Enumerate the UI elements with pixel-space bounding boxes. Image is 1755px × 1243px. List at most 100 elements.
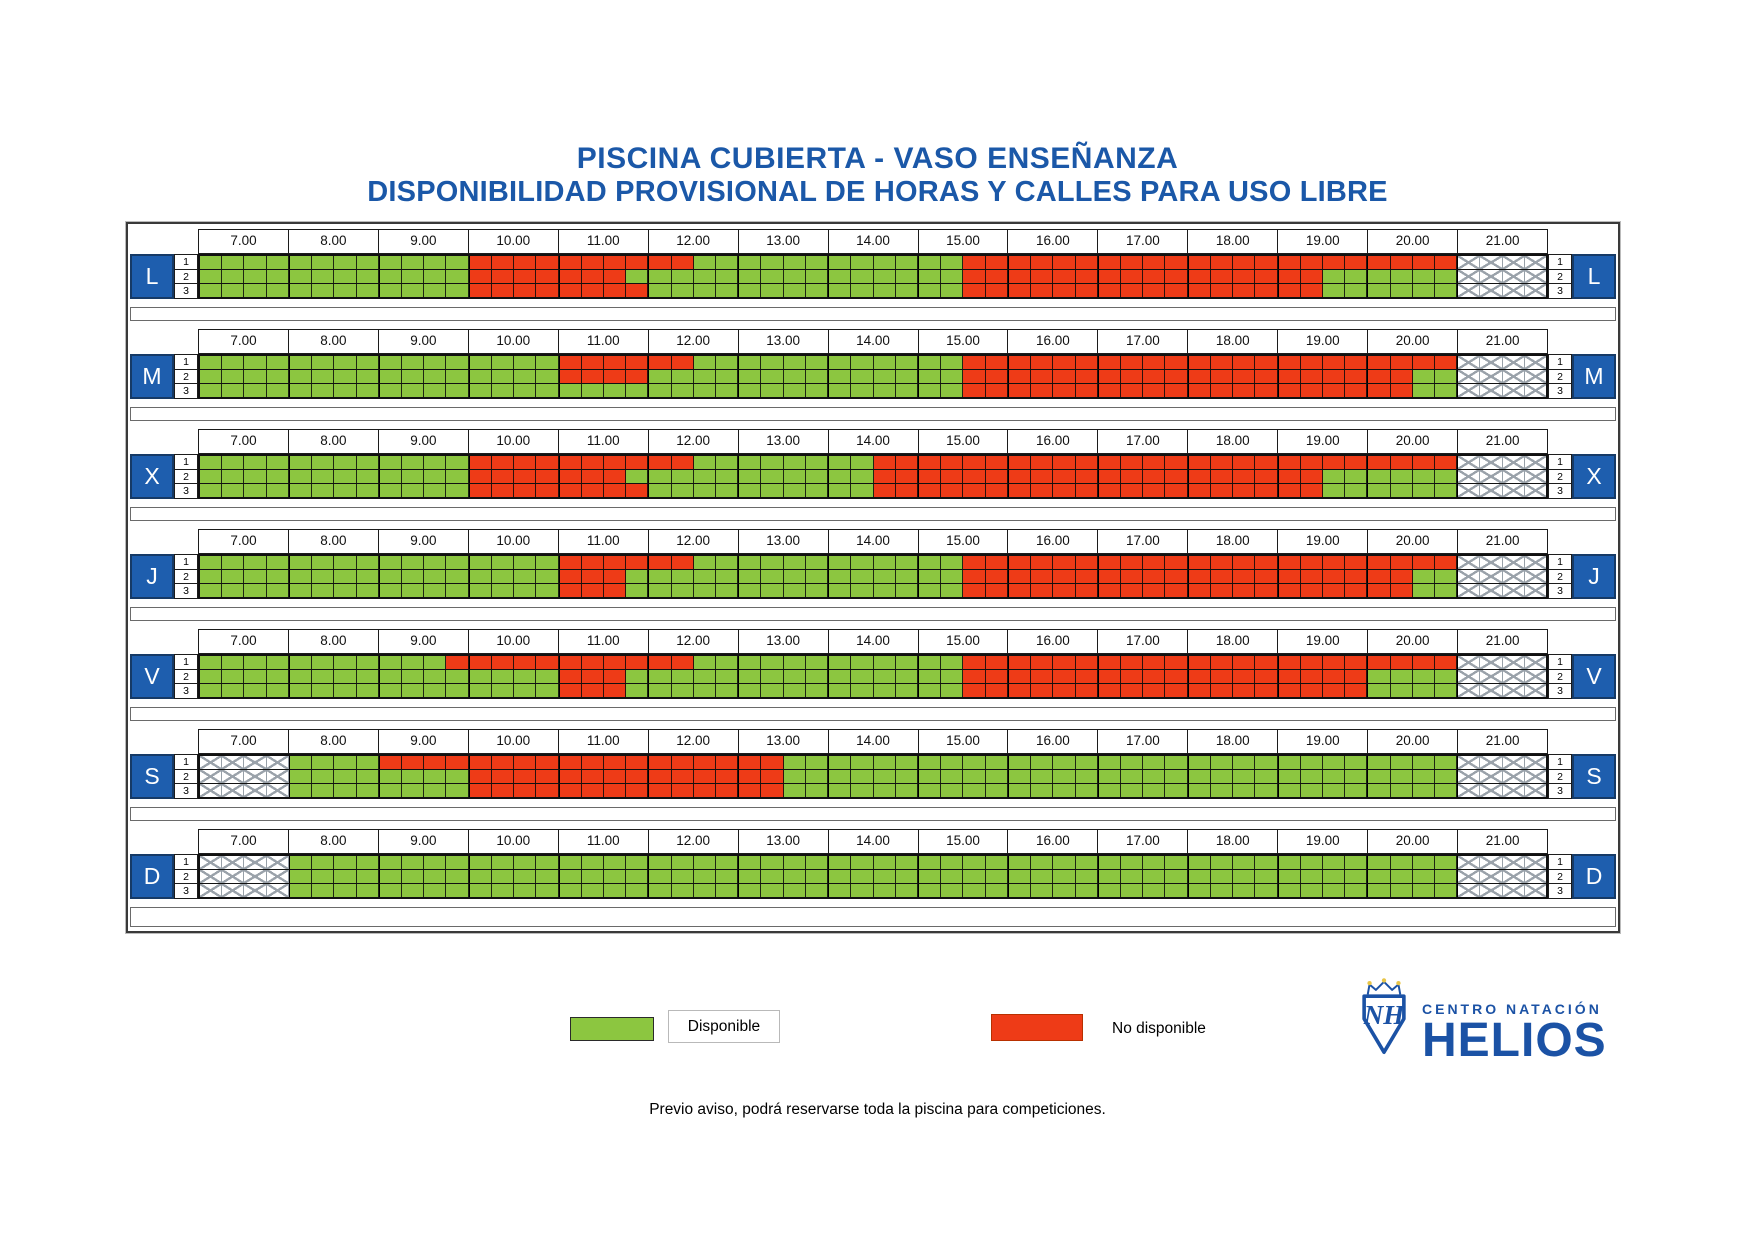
slot-unavailable bbox=[1031, 670, 1054, 683]
slot-available bbox=[805, 356, 829, 369]
slot-unavailable bbox=[985, 456, 1008, 469]
title-line-1: PISCINA CUBIERTA - VASO ENSEÑANZA bbox=[576, 142, 1179, 175]
slot-unavailable bbox=[1210, 470, 1234, 483]
slot-available bbox=[1367, 684, 1391, 697]
slot-unavailable bbox=[626, 656, 649, 669]
slot-available bbox=[1300, 756, 1323, 769]
slot-unavailable bbox=[581, 784, 604, 797]
lane-number-label: 1 bbox=[1548, 354, 1572, 370]
slot-available bbox=[941, 356, 964, 369]
hour-label: 21.00 bbox=[1458, 430, 1548, 453]
slot-unavailable bbox=[1390, 556, 1413, 569]
slot-available bbox=[1255, 756, 1278, 769]
slot-available bbox=[446, 356, 469, 369]
slot-closed bbox=[1480, 670, 1503, 683]
slot-unavailable bbox=[1031, 684, 1054, 697]
slot-available bbox=[1233, 884, 1256, 897]
slot-unavailable bbox=[1075, 256, 1098, 269]
slot-unavailable bbox=[603, 484, 627, 497]
slot-available bbox=[446, 370, 469, 383]
slot-available bbox=[401, 670, 425, 683]
slot-available bbox=[536, 584, 559, 597]
slot-unavailable bbox=[1322, 656, 1346, 669]
slot-unavailable bbox=[1143, 584, 1166, 597]
slot-available bbox=[266, 684, 289, 697]
slot-closed bbox=[1502, 684, 1525, 697]
slot-unavailable bbox=[1165, 384, 1188, 397]
slot-unavailable bbox=[1435, 256, 1458, 269]
slot-available bbox=[1277, 870, 1301, 883]
slot-unavailable bbox=[603, 270, 627, 283]
lane-number-label: 1 bbox=[1548, 754, 1572, 770]
lane-number-label: 1 bbox=[174, 354, 198, 370]
slot-available bbox=[805, 656, 829, 669]
slot-unavailable bbox=[1412, 456, 1436, 469]
hour-label: 7.00 bbox=[199, 730, 289, 753]
slot-available bbox=[851, 770, 874, 783]
hour-label: 16.00 bbox=[1008, 630, 1099, 653]
slot-available bbox=[356, 870, 379, 883]
slot-unavailable bbox=[963, 456, 986, 469]
slot-available bbox=[1322, 770, 1346, 783]
slot-closed bbox=[244, 870, 267, 883]
slot-unavailable bbox=[918, 470, 942, 483]
slot-unavailable bbox=[558, 584, 582, 597]
slot-available bbox=[1345, 870, 1368, 883]
slot-available bbox=[288, 370, 313, 383]
slot-unavailable bbox=[491, 756, 515, 769]
slot-unavailable bbox=[1345, 570, 1368, 583]
slot-available bbox=[222, 584, 245, 597]
slot-available bbox=[918, 784, 942, 797]
slot-unavailable bbox=[1322, 370, 1346, 383]
slot-unavailable bbox=[558, 570, 582, 583]
slot-available bbox=[468, 870, 492, 883]
slot-unavailable bbox=[1300, 256, 1323, 269]
slot-available bbox=[941, 370, 964, 383]
slot-available bbox=[378, 656, 402, 669]
slot-available bbox=[266, 470, 289, 483]
slot-unavailable bbox=[985, 684, 1008, 697]
slot-available bbox=[738, 456, 762, 469]
slot-available bbox=[873, 884, 896, 897]
slot-unavailable bbox=[1007, 356, 1032, 369]
slot-unavailable bbox=[1412, 256, 1436, 269]
slot-available bbox=[468, 370, 492, 383]
slot-closed bbox=[266, 870, 289, 883]
slot-unavailable bbox=[558, 756, 582, 769]
slot-available bbox=[1031, 884, 1054, 897]
slot-closed bbox=[1480, 756, 1503, 769]
slot-available bbox=[918, 256, 942, 269]
slot-unavailable bbox=[1097, 484, 1121, 497]
slot-available bbox=[1210, 870, 1234, 883]
slot-available bbox=[761, 870, 784, 883]
hour-label: 16.00 bbox=[1008, 730, 1099, 753]
slot-available bbox=[491, 570, 515, 583]
slot-unavailable bbox=[1097, 284, 1121, 297]
slot-closed bbox=[1480, 556, 1503, 569]
slot-unavailable bbox=[1233, 656, 1256, 669]
slot-available bbox=[671, 370, 694, 383]
slot-available bbox=[761, 856, 784, 869]
slot-closed bbox=[1502, 670, 1525, 683]
hour-label: 15.00 bbox=[918, 730, 1009, 753]
hour-label: 18.00 bbox=[1188, 530, 1279, 553]
slot-available bbox=[828, 770, 852, 783]
slot-available bbox=[805, 384, 829, 397]
slot-unavailable bbox=[985, 470, 1008, 483]
slot-available bbox=[783, 270, 806, 283]
slot-unavailable bbox=[1322, 356, 1346, 369]
slot-available bbox=[918, 584, 942, 597]
slot-unavailable bbox=[648, 784, 672, 797]
slot-available bbox=[1390, 784, 1413, 797]
slot-available bbox=[424, 356, 447, 369]
slot-unavailable bbox=[1053, 470, 1076, 483]
slot-available bbox=[424, 856, 447, 869]
slot-available bbox=[378, 884, 402, 897]
slot-unavailable bbox=[514, 770, 537, 783]
slot-available bbox=[1345, 770, 1368, 783]
hour-header-row: 7.00 8.00 9.00 10.00 11.00 12.00 13.00 14.00 15.… bbox=[130, 529, 1616, 554]
slot-available bbox=[671, 870, 694, 883]
